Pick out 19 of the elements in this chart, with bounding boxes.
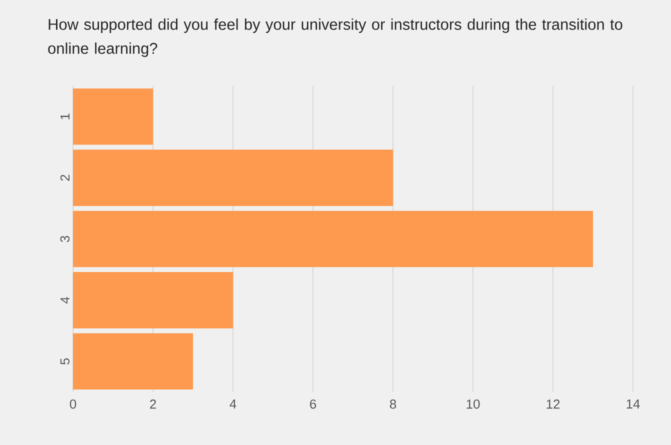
bar bbox=[73, 150, 394, 206]
x-tick-label: 8 bbox=[390, 400, 396, 409]
chart-title: How supported did you feel by your university or instructors during the transition to online learning? bbox=[48, 18, 622, 57]
x-tick-label: 10 bbox=[466, 400, 480, 409]
bar bbox=[73, 333, 194, 390]
y-tick-label: 1 bbox=[60, 114, 70, 120]
y-tick-label: 4 bbox=[60, 296, 70, 304]
bar bbox=[73, 210, 594, 268]
bar bbox=[73, 88, 154, 145]
x-tick-label: 6 bbox=[310, 400, 316, 409]
bar bbox=[73, 272, 234, 328]
x-tick-label: 2 bbox=[150, 400, 156, 409]
x-tick-label: 14 bbox=[626, 400, 640, 408]
x-tick-label: 12 bbox=[546, 400, 560, 409]
x-tick-label: 4 bbox=[230, 400, 236, 408]
x-tick-label: 0 bbox=[70, 400, 76, 409]
y-tick-label: 3 bbox=[60, 236, 70, 242]
y-tick-label: 2 bbox=[60, 174, 70, 181]
y-tick-label: 5 bbox=[60, 358, 70, 364]
